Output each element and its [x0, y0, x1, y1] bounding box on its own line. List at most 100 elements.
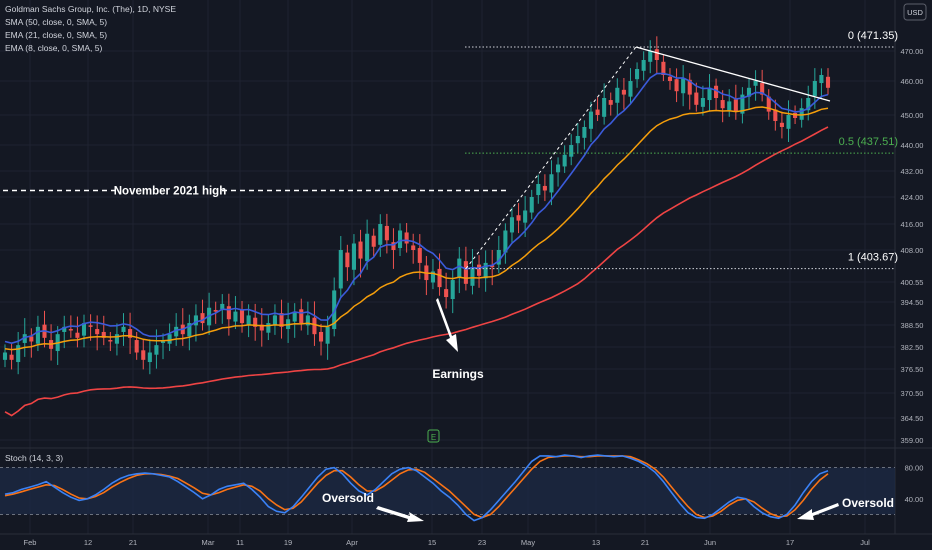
candle-body — [463, 261, 468, 284]
candle — [641, 51, 646, 81]
y-tick-label: 382.50 — [901, 343, 924, 352]
candle-body — [81, 323, 87, 336]
candle-body — [595, 109, 600, 115]
candle-body — [259, 324, 264, 331]
x-tick-label: Jun — [704, 538, 716, 547]
candle — [825, 68, 831, 95]
x-tick-label: 13 — [592, 538, 600, 547]
candle-body — [569, 145, 574, 157]
x-tick-label: Jul — [860, 538, 870, 547]
y-tick-label: 370.50 — [901, 389, 924, 398]
candle-body — [608, 100, 613, 105]
candle-body — [694, 92, 699, 105]
oversold-arrow-2 — [797, 503, 839, 520]
candle-body — [88, 325, 93, 327]
nov-2021-high-label: November 2021 high — [114, 186, 226, 198]
x-tick-label: 17 — [786, 538, 794, 547]
candle — [575, 123, 580, 154]
y-tick-label: 376.50 — [901, 365, 924, 374]
candle — [760, 69, 765, 102]
candle-body — [556, 164, 561, 173]
candle — [549, 160, 554, 206]
candle — [160, 333, 166, 360]
candle — [654, 36, 659, 74]
candle-body — [641, 60, 646, 71]
fib-level-1-label: 1 (403.67) — [848, 252, 898, 264]
candle-body — [733, 99, 738, 112]
currency-label: USD — [907, 8, 923, 17]
candle — [62, 315, 67, 349]
candle-body — [68, 329, 73, 331]
candle-body — [95, 329, 100, 335]
candle — [753, 70, 758, 101]
currency-button[interactable] — [903, 3, 927, 21]
candle-body — [193, 315, 198, 326]
candle-body — [444, 289, 449, 298]
y-tick-label: 424.00 — [901, 193, 924, 202]
candle-body — [707, 87, 712, 101]
candle-body — [200, 313, 205, 324]
candle — [200, 299, 205, 331]
candle-body — [490, 265, 495, 268]
candle — [299, 298, 304, 331]
candle — [226, 293, 231, 336]
candle-body — [266, 323, 271, 333]
candle-body — [779, 122, 784, 127]
candle — [121, 313, 126, 346]
candle-body — [674, 79, 679, 92]
candle — [621, 78, 626, 110]
candle — [108, 331, 113, 352]
candle — [628, 68, 633, 104]
y-tick-label: 364.50 — [901, 414, 924, 423]
candle-body — [378, 224, 383, 245]
candle-body — [542, 185, 547, 191]
candle — [141, 339, 146, 370]
x-tick-label: 23 — [478, 538, 486, 547]
stochastic-label: Stoch (14, 3, 3) — [5, 453, 63, 463]
x-tick-label: 21 — [129, 538, 137, 547]
candle-body — [806, 98, 811, 111]
candle-body — [22, 334, 27, 343]
candle-body — [621, 89, 626, 95]
candle-body — [825, 76, 831, 88]
candle — [582, 120, 587, 150]
descending-trendline — [635, 46, 831, 102]
candle-body — [29, 336, 34, 342]
candle — [483, 250, 488, 292]
candle-body — [654, 49, 659, 60]
candle-body — [799, 108, 804, 120]
candle — [239, 301, 245, 333]
candle — [556, 157, 561, 187]
candle-body — [371, 235, 376, 247]
candle-body — [384, 225, 389, 241]
candle — [292, 303, 297, 338]
candle — [681, 65, 686, 107]
candle-body — [16, 345, 21, 363]
candle-body — [397, 230, 403, 249]
candle — [536, 174, 541, 204]
candle-body — [477, 264, 482, 276]
candle-body — [253, 317, 258, 327]
candle-body — [615, 87, 620, 103]
candle — [384, 213, 389, 254]
sma50-line — [4, 126, 829, 417]
candle-body — [496, 250, 501, 265]
candle — [371, 228, 376, 257]
candle — [477, 255, 482, 288]
candle — [635, 62, 640, 88]
candle — [727, 89, 732, 117]
candle-body — [483, 262, 488, 279]
candle-body — [233, 311, 238, 322]
oversold-label-1: Oversold — [322, 491, 374, 505]
candle — [95, 315, 100, 351]
candle — [648, 40, 653, 74]
candle-body — [812, 81, 817, 96]
candle-body — [332, 290, 337, 330]
candle-body — [536, 184, 541, 196]
candle — [720, 90, 725, 123]
candle-body — [213, 310, 218, 312]
candle — [338, 236, 343, 298]
candle — [128, 312, 133, 354]
candle-body — [437, 268, 442, 288]
candle — [312, 301, 317, 346]
